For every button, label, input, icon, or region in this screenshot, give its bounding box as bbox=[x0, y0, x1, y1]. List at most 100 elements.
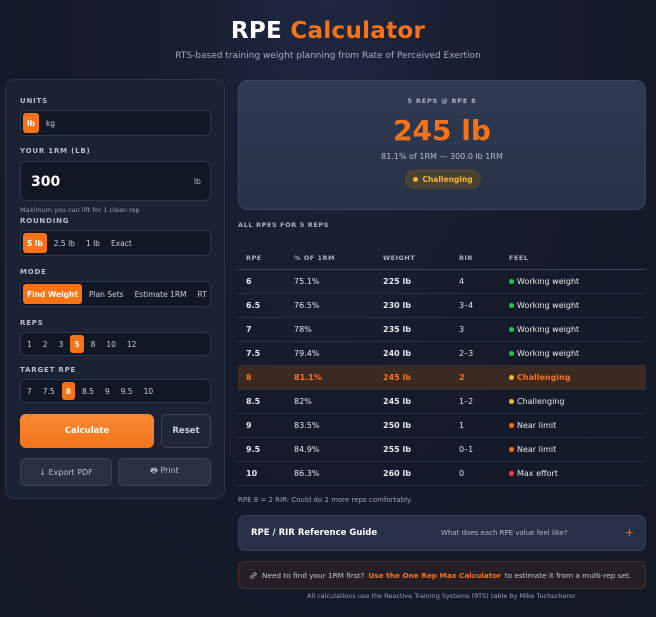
percent-cell: 82% bbox=[294, 389, 383, 414]
units-option[interactable]: lb bbox=[23, 113, 39, 133]
rpe-option[interactable]: 7 bbox=[27, 386, 32, 396]
feel-cell: Challenging bbox=[509, 365, 646, 390]
feel-label: Working weight bbox=[517, 300, 580, 310]
reps-option[interactable]: 3 bbox=[58, 339, 64, 349]
rounding-option[interactable]: 1 lb bbox=[85, 238, 100, 248]
rounding-option[interactable]: Exact bbox=[110, 238, 132, 248]
feel-cell: Near limit bbox=[509, 413, 646, 438]
result-caption: 5 REPS @ RPE 8 bbox=[407, 97, 477, 105]
column-header: RIR bbox=[459, 247, 509, 270]
feel-label: Near limit bbox=[517, 444, 557, 454]
mode-option[interactable]: Plan Sets bbox=[88, 289, 124, 299]
rpe-cell: 9.5 bbox=[238, 437, 294, 462]
rpe-label: TARGET RPE bbox=[20, 366, 77, 374]
rpe-cell: 8.5 bbox=[238, 389, 294, 414]
one-rm-input[interactable]: 300 lb bbox=[20, 161, 211, 201]
rpe-option[interactable]: 8.5 bbox=[81, 386, 94, 396]
rpe-option[interactable]: 10 bbox=[143, 386, 154, 396]
rpe-option[interactable]: 9.5 bbox=[120, 386, 133, 396]
rpe-option[interactable]: 9 bbox=[104, 386, 110, 396]
mode-option[interactable]: Estimate 1RM bbox=[134, 289, 187, 299]
rpe-cell: 10 bbox=[238, 461, 294, 486]
mode-option[interactable]: RT bbox=[197, 289, 207, 299]
units-option[interactable]: kg bbox=[45, 118, 56, 128]
percent-cell: 81.1% bbox=[294, 365, 383, 390]
status-badge: Challenging bbox=[405, 169, 481, 189]
page-subtitle: RTS-based training weight planning from … bbox=[175, 51, 481, 61]
rpe-cell: 7.5 bbox=[238, 341, 294, 366]
units-toggle: lb kg bbox=[20, 110, 211, 136]
feel-cell: Challenging bbox=[509, 389, 646, 414]
reps-option[interactable]: 10 bbox=[106, 339, 116, 349]
one-rm-tip: Need to find your 1RM first? Use the One… bbox=[238, 561, 646, 589]
rpe-cell: 9 bbox=[238, 413, 294, 438]
badge-label: Challenging bbox=[422, 174, 473, 184]
table-row: 8 81.1% 245 lb 2 Challenging bbox=[238, 365, 646, 390]
feel-cell: Working weight bbox=[509, 269, 646, 294]
rounding-option[interactable]: 2.5 lb bbox=[53, 238, 75, 248]
title-main: RPE bbox=[230, 18, 283, 44]
reps-option[interactable]: 2 bbox=[42, 339, 48, 349]
reference-guide-accordion[interactable]: RPE / RIR Reference Guide What does each… bbox=[238, 515, 646, 551]
export-pdf-button[interactable]: ↓ Export PDF bbox=[20, 458, 112, 486]
rir-note: RPE 8 = 2 RIR: Could do 2 more reps comf… bbox=[238, 496, 413, 504]
feel-label: Working weight bbox=[517, 348, 580, 358]
weight-cell: 250 lb bbox=[383, 413, 459, 438]
feel-cell: Working weight bbox=[509, 293, 646, 318]
one-rm-calculator-link[interactable]: Use the One Rep Max Calculator bbox=[368, 570, 501, 580]
feel-cell: Working weight bbox=[509, 317, 646, 342]
input-panel: UNITS lb kg YOUR 1RM (LB) 300 lb Maximum … bbox=[5, 79, 225, 499]
status-dot-icon bbox=[509, 374, 514, 380]
reset-button[interactable]: Reset bbox=[161, 414, 211, 448]
feel-cell: Working weight bbox=[509, 341, 646, 366]
rounding-selector: 5 lb 2.5 lb 1 lb Exact bbox=[20, 230, 211, 256]
rounding-label: ROUNDING bbox=[20, 217, 70, 225]
reps-option[interactable]: 1 bbox=[27, 339, 32, 349]
one-rm-hint: Maximum you can lift for 1 clean rep bbox=[20, 206, 140, 214]
feel-cell: Near limit bbox=[509, 437, 646, 462]
percent-cell: 75.1% bbox=[294, 269, 383, 294]
weight-cell: 235 lb bbox=[383, 317, 459, 342]
table-row: 6 75.1% 225 lb 4 Working weight bbox=[238, 269, 646, 294]
print-button[interactable]: 🖶 Print bbox=[118, 458, 211, 486]
status-dot-icon bbox=[509, 422, 514, 428]
rir-cell: 3 bbox=[459, 317, 509, 342]
column-header: FEEL bbox=[509, 247, 646, 270]
weight-cell: 230 lb bbox=[383, 293, 459, 318]
tip-text-before: Need to find your 1RM first? bbox=[262, 570, 365, 580]
weight-cell: 245 lb bbox=[383, 365, 459, 390]
weight-cell: 260 lb bbox=[383, 461, 459, 486]
feel-label: Challenging bbox=[517, 372, 571, 382]
percent-cell: 86.3% bbox=[294, 461, 383, 486]
reps-label: REPS bbox=[20, 319, 44, 327]
result-weight: 245 lb bbox=[393, 114, 491, 147]
rpe-option[interactable]: 8 bbox=[61, 382, 75, 400]
mode-selector: Find Weight Plan Sets Estimate 1RM RT bbox=[20, 281, 211, 307]
rpe-table: RPE% OF 1RM WEIGHT RIR FEEL 6 75.1% 225 lb 4 Wo… bbox=[238, 247, 646, 486]
rpe-cell: 6.5 bbox=[238, 293, 294, 318]
plus-icon[interactable]: + bbox=[624, 526, 634, 539]
mode-option[interactable]: Find Weight bbox=[23, 284, 82, 304]
title-accent: Calculator bbox=[290, 18, 426, 44]
reps-option[interactable]: 5 bbox=[70, 335, 84, 353]
percent-cell: 76.5% bbox=[294, 293, 383, 318]
rir-cell: 0 bbox=[459, 461, 509, 486]
rir-cell: 3–4 bbox=[459, 293, 509, 318]
weight-cell: 240 lb bbox=[383, 341, 459, 366]
rir-cell: 1–2 bbox=[459, 389, 509, 414]
rpe-option[interactable]: 7.5 bbox=[42, 386, 55, 396]
result-percent: 81.1% of 1RM — 300.0 lb 1RM bbox=[381, 152, 503, 161]
column-header: % OF 1RM bbox=[294, 247, 383, 270]
reps-option[interactable]: 8 bbox=[90, 339, 96, 349]
rpe-cell: 8 bbox=[238, 365, 294, 390]
weight-cell: 225 lb bbox=[383, 269, 459, 294]
reps-option[interactable]: 12 bbox=[126, 339, 137, 349]
table-row: 6.5 76.5% 230 lb 3–4 Working weight bbox=[238, 293, 646, 318]
rir-cell: 0–1 bbox=[459, 437, 509, 462]
feel-label: Near limit bbox=[517, 420, 557, 430]
table-row: 7.5 79.4% 240 lb 2–3 Working weight bbox=[238, 341, 646, 366]
feel-label: Working weight bbox=[517, 276, 580, 286]
rounding-option[interactable]: 5 lb bbox=[23, 233, 47, 253]
rir-cell: 2 bbox=[459, 365, 509, 390]
calculate-button[interactable]: Calculate bbox=[20, 414, 154, 448]
